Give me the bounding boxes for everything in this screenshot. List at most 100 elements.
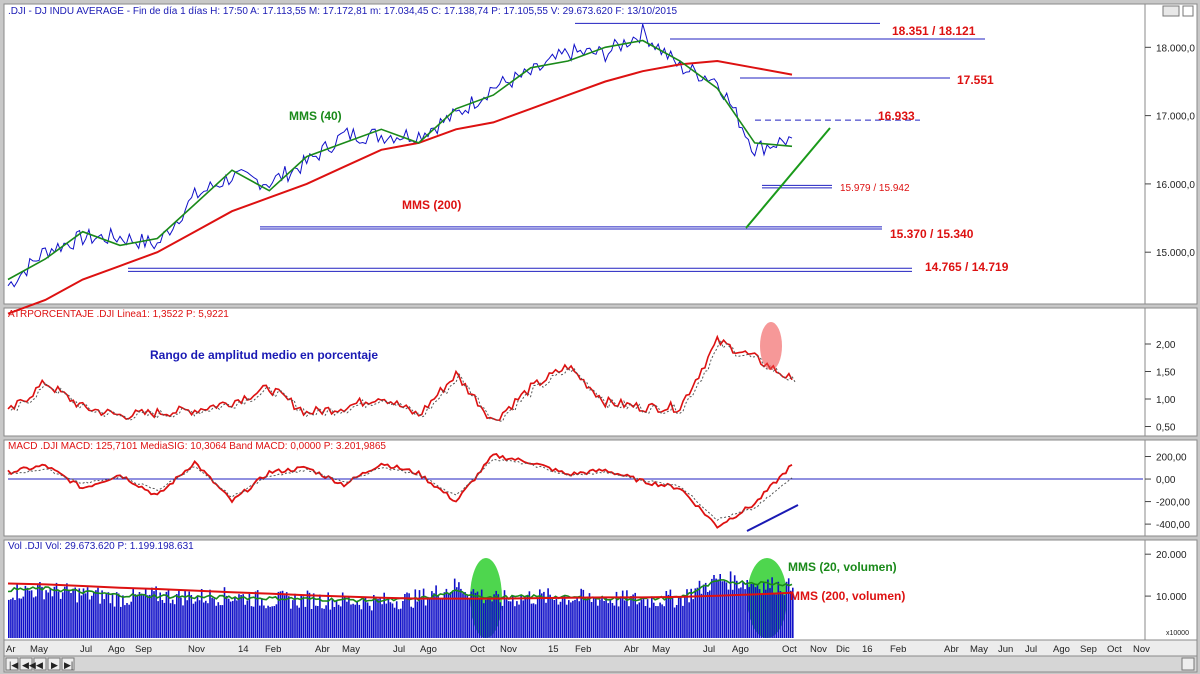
volume-bar [281,590,284,638]
month-label: Abr [944,644,959,655]
volume-bar [698,580,701,638]
volume-bar [777,581,780,638]
nav-last-button[interactable] [61,657,75,671]
atr-annotation: Rango de amplitud medio en porcentaje [150,348,378,362]
volume-bar [738,588,740,638]
volume-bar [767,579,769,638]
volume-bar [229,601,232,638]
volume-bar [559,601,562,638]
volume-bar [727,589,730,638]
volume-bar [379,598,381,638]
volume-bar [570,602,572,638]
volume-bar [99,603,101,638]
volume-bar [483,603,485,638]
volume-bar [393,607,396,638]
volume-bar [147,595,149,638]
volume-bar [615,591,618,638]
volume-bar [66,583,68,638]
volume-bar [259,605,261,638]
volume-bar [173,604,176,638]
volume-bar [186,600,188,638]
volume-bar [356,601,358,638]
volume-bar [346,601,348,638]
volume-bar [381,604,383,638]
volume-bar [28,590,31,638]
close-box-button[interactable] [1182,5,1194,17]
volume-bar [416,601,419,638]
atr-tick-label: 1,50 [1156,368,1176,379]
volume-bar [742,582,744,638]
volume-bar [176,594,178,638]
volume-bar [16,584,18,638]
volume-bar [673,607,676,638]
volume-bar [80,595,83,638]
volume-bar [84,593,87,638]
volume-bar [182,605,184,638]
nav-next-button[interactable] [47,657,61,671]
volume-bar [505,599,508,638]
volume-bar [329,609,332,638]
volume-bar [360,609,363,638]
volume-bar [644,606,647,638]
macd-axis [1144,439,1198,537]
volume-bar [184,590,186,638]
next-icon: ▶ [51,660,58,670]
volume-bar [586,596,589,638]
nav-first-button[interactable] [5,657,19,671]
volume-bar [213,598,215,638]
volume-bar [725,582,728,638]
month-label: May [970,644,988,655]
volume-bar [503,590,506,638]
scroll-right-button[interactable] [1181,657,1195,671]
scroll-bar[interactable] [3,655,1198,673]
volume-bar [671,597,674,638]
volume-bar [474,592,477,638]
nav-prev-page-button[interactable] [19,657,33,671]
volume-bar [194,601,197,638]
volume-bar [267,605,269,638]
mms200-label: MMS (200) [402,198,461,212]
nav-buttons[interactable]: |◀ ◀◀ ◀ ▶ ▶| [5,657,75,671]
month-label: Feb [265,644,281,655]
volume-bar [769,588,771,638]
volume-bar [93,592,95,638]
first-icon: |◀ [9,660,18,670]
volume-bar [377,599,379,638]
volume-bar [565,604,568,638]
volume-bar [787,578,790,638]
volume-bar [310,609,313,638]
level-label-15370: 15.370 / 15.340 [890,227,974,241]
volume-bar [451,591,454,638]
volume-bar [412,607,414,638]
volume-bar [626,590,628,638]
volume-bar [327,592,329,638]
volume-bar [200,589,203,638]
macd-tick-label: -400,00 [1156,520,1190,531]
volume-bar [497,594,500,638]
month-label: Sep [1080,644,1097,655]
nav-prev-button[interactable] [33,657,47,671]
volume-bar [373,595,375,638]
volume-bar [775,594,777,638]
month-label: Nov [810,644,827,655]
volume-bar [549,594,551,638]
volume-bar [568,600,570,638]
price-line [7,23,793,288]
volume-bar [522,600,524,638]
volume-bar [441,598,444,638]
volume-bar [57,591,60,638]
volume-bar [599,599,601,638]
atr-tick-label: 0,50 [1156,423,1176,434]
volume-bar [752,583,755,638]
volume-bar [277,591,280,638]
volume-bar [169,603,172,638]
volume-bar [588,593,591,638]
volume-bar [109,603,112,638]
volume-bar [636,604,638,638]
vol-mms200-label: MMS (200, volumen) [790,589,905,603]
volume-bar [406,592,408,638]
month-label: May [342,644,360,655]
mms40-label: MMS (40) [289,109,342,123]
maximize-button[interactable] [1162,5,1180,17]
